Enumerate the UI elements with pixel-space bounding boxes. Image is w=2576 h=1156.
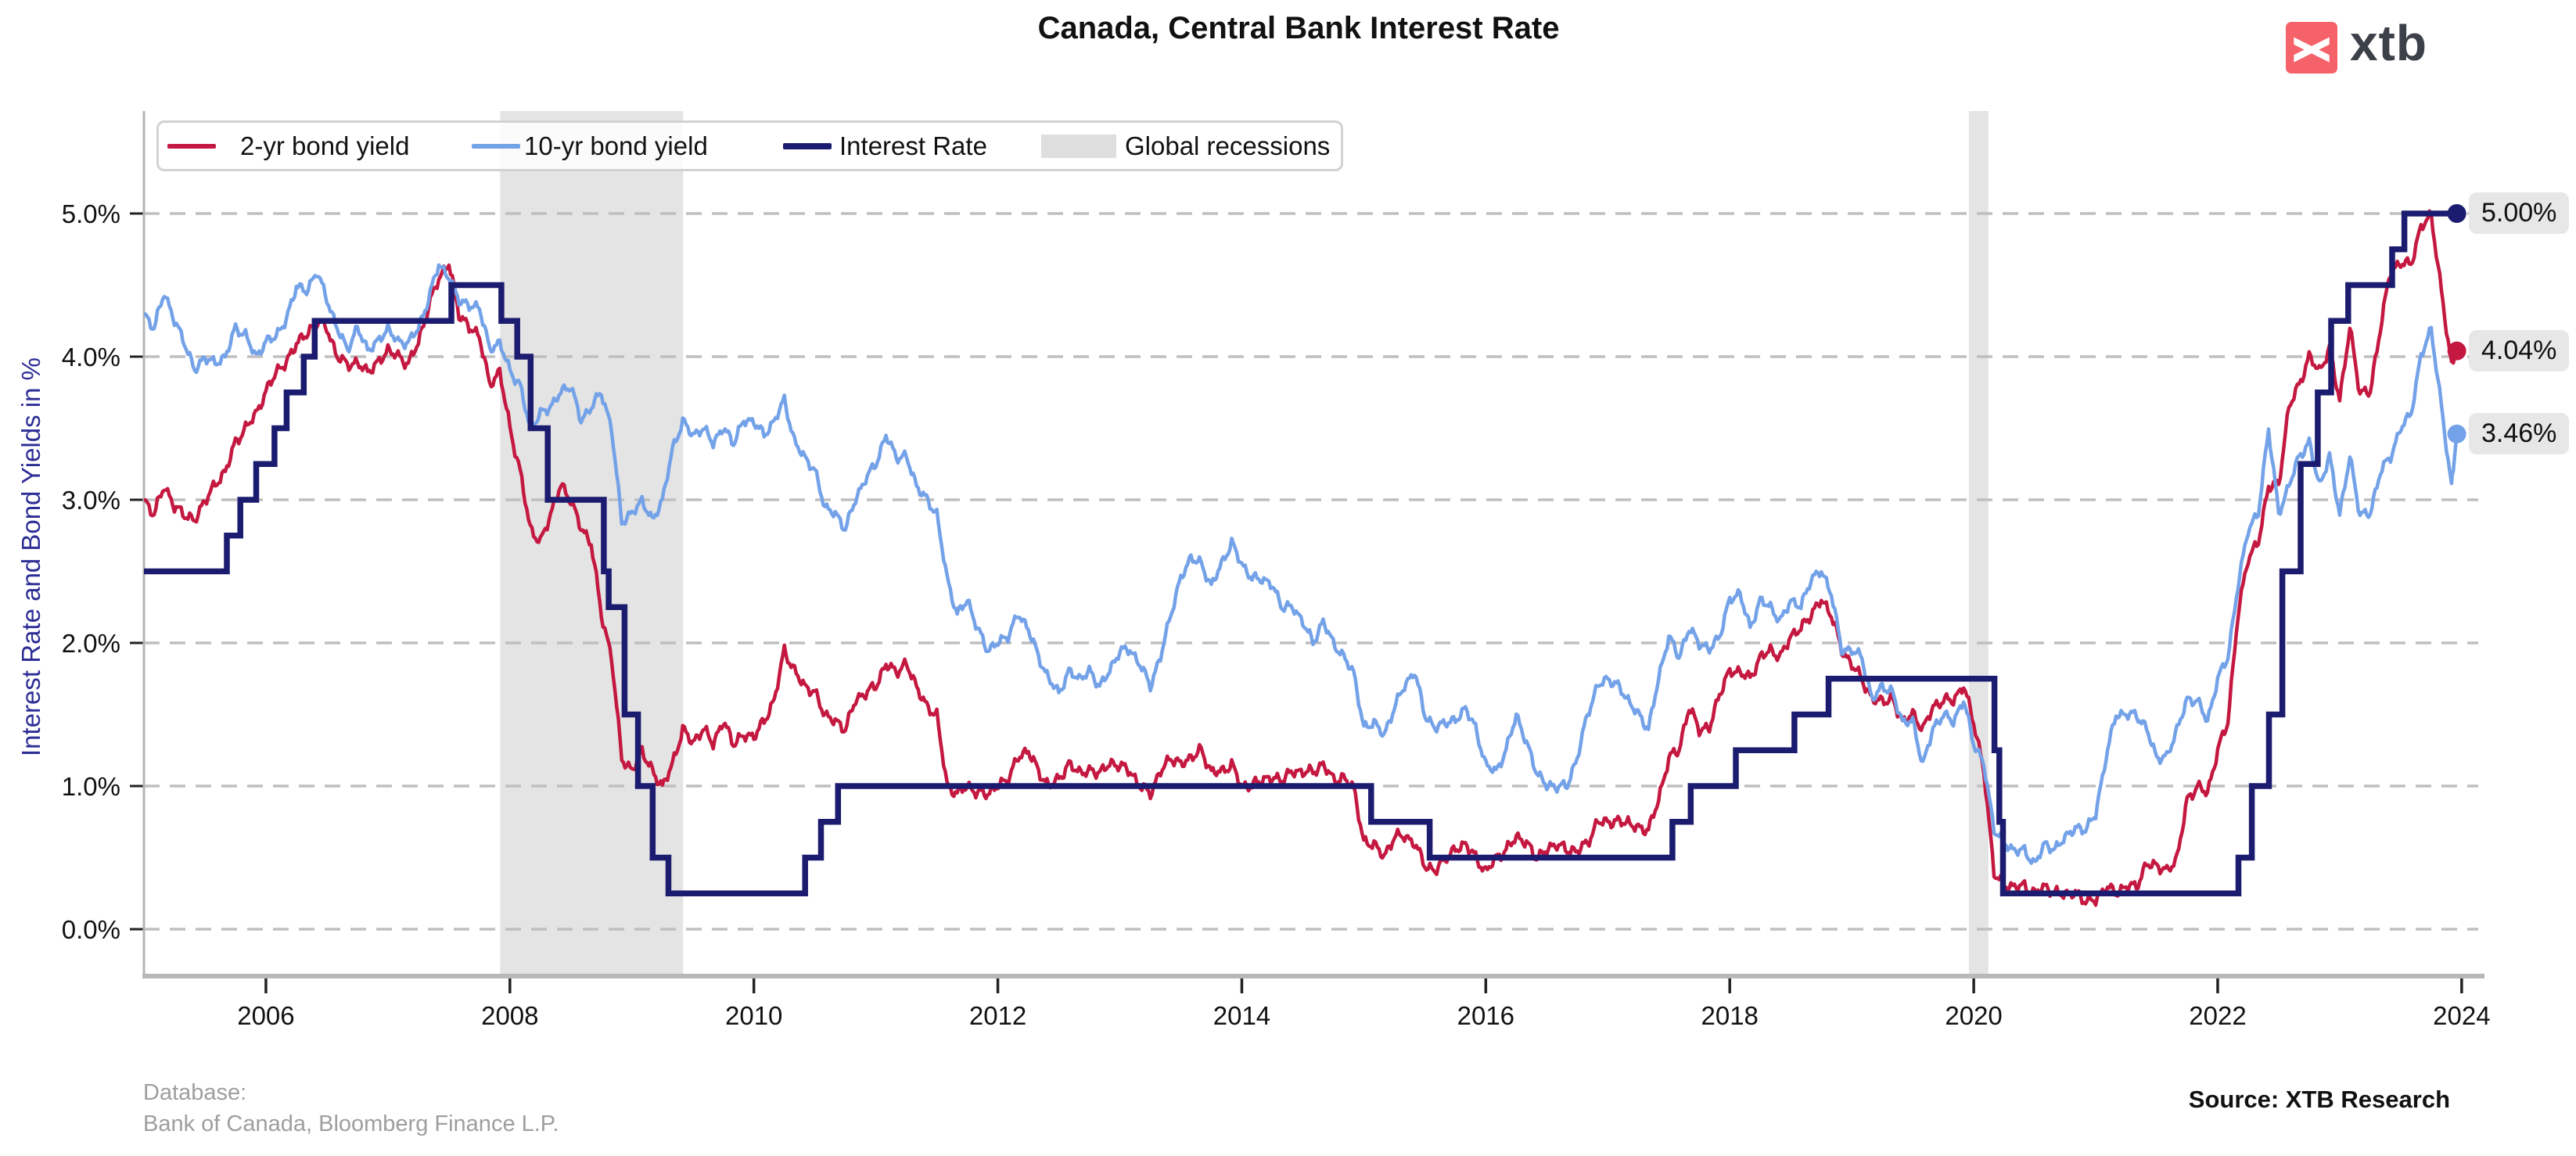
legend-swatch-global-recessions <box>1041 134 1116 158</box>
x-tick-label: 2008 <box>481 1001 538 1030</box>
footer-database-label: Database: <box>143 1080 247 1105</box>
x-tick-label: 2012 <box>969 1001 1026 1030</box>
y-tick-label: 4.0% <box>62 343 120 372</box>
y-tick-label: 1.0% <box>62 772 120 801</box>
series-interest-rate <box>144 210 2457 897</box>
legend-swatch-10yr-bond-yield <box>472 143 520 149</box>
end-label-2yr-bond-yield: 4.04% <box>2469 329 2570 372</box>
x-tick-label: 2020 <box>1945 1001 2002 1030</box>
end-dot-10yr <box>2447 424 2466 443</box>
xtb-logo-text: xtb <box>2350 15 2427 71</box>
x-tick-label: 2018 <box>1701 1001 1759 1030</box>
legend-label-2yr-bond-yield: 2-yr bond yield <box>240 131 410 160</box>
y-tick-label: 5.0% <box>62 199 120 228</box>
end-label-10yr-bond-yield: 3.46% <box>2469 412 2570 454</box>
chart-title: Canada, Central Bank Interest Rate <box>1037 11 1560 45</box>
recession-band-1 <box>1968 111 1989 976</box>
y-tick-label: 2.0% <box>62 629 120 658</box>
legend-swatch-interest-rate <box>783 142 832 149</box>
legend-label-10yr-bond-yield: 10-yr bond yield <box>524 131 708 160</box>
y-tick-label: 0.0% <box>62 915 120 944</box>
end-dot-interest-rate <box>2447 204 2466 223</box>
series-2yr-bond-yield <box>143 209 2459 907</box>
legend-label-global-recessions: Global recessions <box>1125 131 1331 160</box>
x-tick-label: 2016 <box>1457 1001 1514 1030</box>
footer-source: Source: XTB Research <box>2188 1086 2450 1113</box>
y-axis-title: Interest Rate and Bond Yields in % <box>16 357 45 756</box>
footer-database-value: Bank of Canada, Bloomberg Finance L.P. <box>143 1111 559 1136</box>
legend-swatch-2yr-bond-yield <box>167 143 216 149</box>
x-tick-label: 2010 <box>725 1001 782 1030</box>
x-tick-label: 2014 <box>1213 1001 1270 1030</box>
x-tick-label: 2022 <box>2189 1001 2246 1030</box>
end-dot-2yr <box>2447 341 2466 361</box>
legend-label-interest-rate: Interest Rate <box>839 131 987 160</box>
xtb-logo-icon <box>2286 22 2337 74</box>
y-tick-label: 3.0% <box>62 486 120 515</box>
legend: 2-yr bond yield 10-yr bond yield Interes… <box>156 120 1343 171</box>
x-tick-label: 2006 <box>237 1001 294 1030</box>
end-label-interest-rate: 5.00% <box>2469 192 2570 234</box>
x-tick-label: 2024 <box>2433 1001 2490 1030</box>
